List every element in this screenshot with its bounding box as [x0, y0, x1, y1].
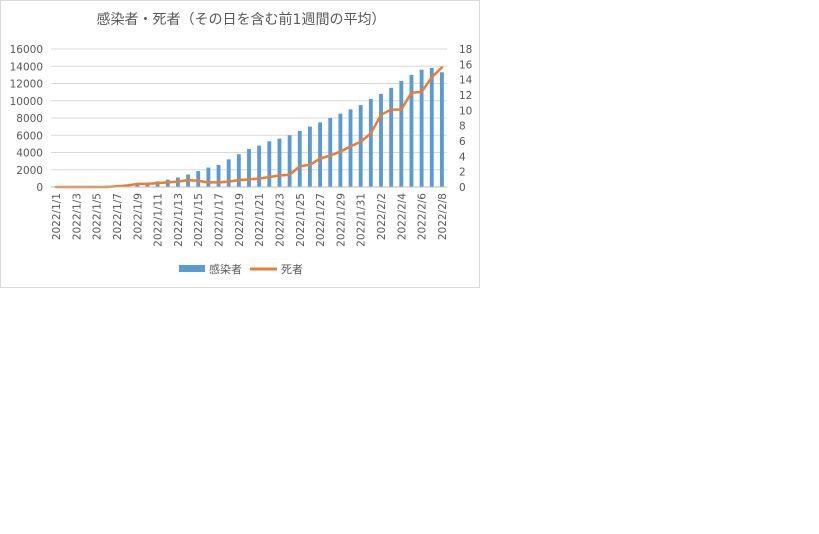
x-tick-label: 2022/1/29: [335, 193, 347, 247]
y-left-tick-label: 10000: [10, 96, 43, 108]
bar: [307, 126, 312, 187]
x-tick-label: 2022/1/7: [112, 193, 124, 240]
deaths-line: [54, 66, 444, 189]
x-tick-label: 2022/1/31: [356, 193, 368, 247]
chart-frame: 感染者・死者（その日を含む前1週間の平均） 0 2000 4000 6000 8000 1…: [0, 0, 480, 288]
y-left-tick-label: 14000: [10, 61, 43, 73]
bar: [318, 122, 323, 187]
bar: [439, 72, 444, 187]
chart-svg: 感染者・死者（その日を含む前1週間の平均） 0 2000 4000 6000 8000 1…: [10, 11, 473, 276]
x-tick-label: 2022/1/27: [315, 193, 327, 247]
bar-series: [54, 67, 444, 187]
y-right-tick-label: 12: [459, 90, 472, 102]
x-tick-label: 2022/1/5: [92, 193, 104, 240]
x-tick-label: 2022/1/1: [51, 193, 63, 240]
x-tick-label: 2022/1/23: [274, 193, 286, 247]
bar: [358, 105, 363, 187]
y-right-tick-label: 2: [459, 167, 466, 179]
bar: [409, 74, 414, 187]
x-tick-label: 2022/2/2: [376, 193, 388, 240]
y-right-tick-label: 14: [459, 75, 473, 87]
x-tick-label: 2022/1/21: [254, 193, 266, 247]
bar: [236, 154, 241, 187]
x-tick-label: 2022/1/17: [214, 193, 226, 247]
legend: 感染者 死者: [179, 262, 303, 276]
y-right-tick-label: 16: [459, 59, 473, 71]
bar: [206, 167, 211, 187]
y-right-tick-label: 6: [459, 136, 466, 148]
x-tick-label: 2022/1/25: [295, 193, 307, 247]
bar: [368, 99, 373, 187]
bar: [267, 141, 272, 187]
y-left-tick-label: 16000: [10, 44, 43, 56]
y-right-tick-label: 4: [459, 151, 466, 163]
y-right-tick-label: 10: [459, 105, 472, 117]
bar: [247, 149, 251, 187]
legend-label-deaths: 死者: [281, 263, 303, 276]
bar: [419, 69, 424, 187]
bar: [135, 183, 140, 187]
bar: [277, 138, 282, 187]
x-tick-label: 2022/1/15: [193, 193, 205, 247]
axes: 0 2000 4000 6000 8000 10000 12000 14000 16000 0 2 4…: [10, 44, 473, 247]
bar: [257, 145, 262, 187]
y-right-tick-label: 0: [459, 182, 466, 194]
chart-title: 感染者・死者（その日を含む前1週間の平均）: [97, 11, 386, 28]
x-tick-label: 2022/1/9: [132, 193, 144, 240]
y-left-tick-label: 8000: [16, 113, 43, 125]
bar: [348, 109, 353, 187]
x-tick-label: 2022/2/6: [417, 193, 429, 240]
bar: [196, 171, 201, 187]
line-series: [54, 66, 444, 189]
y-right-tick-label: 18: [459, 44, 472, 56]
x-tick-label: 2022/1/3: [71, 193, 83, 240]
legend-swatch-infected: [179, 265, 205, 272]
y-right-tick-label: 8: [459, 121, 466, 133]
grid-lines: [51, 48, 447, 188]
x-tick-label: 2022/1/11: [153, 193, 165, 247]
bar: [216, 165, 221, 187]
bar: [429, 67, 434, 187]
bar: [328, 118, 333, 187]
bar: [297, 130, 302, 187]
x-tick-label: 2022/1/13: [173, 193, 185, 247]
y-left-tick-label: 6000: [16, 130, 43, 142]
bar: [379, 93, 383, 187]
bar: [226, 159, 231, 187]
y-left-tick-label: 0: [36, 182, 43, 194]
x-tick-label: 2022/1/19: [234, 193, 246, 247]
x-tick-label: 2022/2/8: [437, 193, 449, 240]
y-left-tick-label: 4000: [16, 148, 43, 160]
x-tick-label: 2022/2/4: [396, 193, 408, 240]
bar: [389, 87, 394, 187]
y-left-tick-label: 12000: [10, 79, 43, 91]
bar: [287, 135, 292, 187]
y-left-tick-label: 2000: [16, 165, 43, 177]
legend-label-infected: 感染者: [209, 262, 242, 276]
bar: [399, 80, 404, 187]
